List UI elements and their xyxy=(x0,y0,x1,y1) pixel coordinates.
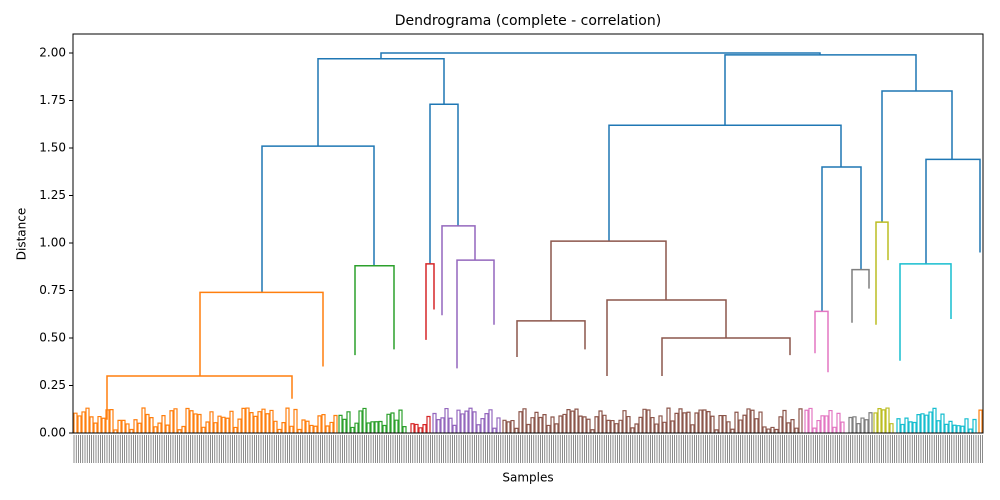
link xyxy=(821,166,862,312)
x-axis-label: Samples xyxy=(502,471,553,485)
link xyxy=(380,52,821,59)
link xyxy=(851,268,870,323)
leaf-branches xyxy=(410,415,431,433)
y-tick-label: 1.75 xyxy=(39,93,66,107)
link xyxy=(881,90,953,223)
leaf-branches xyxy=(978,409,983,433)
y-tick-label: 0.25 xyxy=(39,378,66,392)
link xyxy=(429,103,459,264)
link xyxy=(925,158,981,264)
link xyxy=(724,54,917,126)
leaf-branches xyxy=(73,407,338,433)
y-tick-label: 1.00 xyxy=(39,236,66,250)
link xyxy=(261,145,375,293)
leaf-branches xyxy=(804,407,845,433)
link xyxy=(516,320,586,357)
link xyxy=(354,265,395,356)
link xyxy=(106,375,293,420)
link xyxy=(317,57,445,147)
leaf-branches xyxy=(432,407,501,433)
y-tick-label: 0.50 xyxy=(39,331,66,345)
leaf-branches xyxy=(848,412,873,433)
y-axis-label: Distance xyxy=(15,208,29,260)
link xyxy=(441,225,476,316)
link xyxy=(661,337,791,376)
link xyxy=(199,291,324,376)
link xyxy=(425,263,435,340)
y-tick-label: 1.25 xyxy=(39,188,66,202)
y-tick-label: 0.00 xyxy=(39,426,66,440)
leaf-branches xyxy=(338,407,407,433)
link xyxy=(606,299,727,376)
y-tick-label: 0.75 xyxy=(39,283,66,297)
link xyxy=(608,124,842,242)
link xyxy=(899,263,952,361)
link xyxy=(456,259,495,369)
leaf-branches xyxy=(896,407,977,433)
chart-title: Dendrograma (complete - correlation) xyxy=(395,13,661,29)
link xyxy=(550,240,667,321)
leaf-branches xyxy=(502,407,803,433)
y-tick-label: 2.00 xyxy=(39,46,66,60)
link xyxy=(814,310,829,373)
link xyxy=(875,221,889,325)
plot-frame xyxy=(72,33,984,434)
leaf-branches xyxy=(873,407,894,433)
y-tick-label: 1.50 xyxy=(39,141,66,155)
leaf-labels xyxy=(73,435,983,463)
